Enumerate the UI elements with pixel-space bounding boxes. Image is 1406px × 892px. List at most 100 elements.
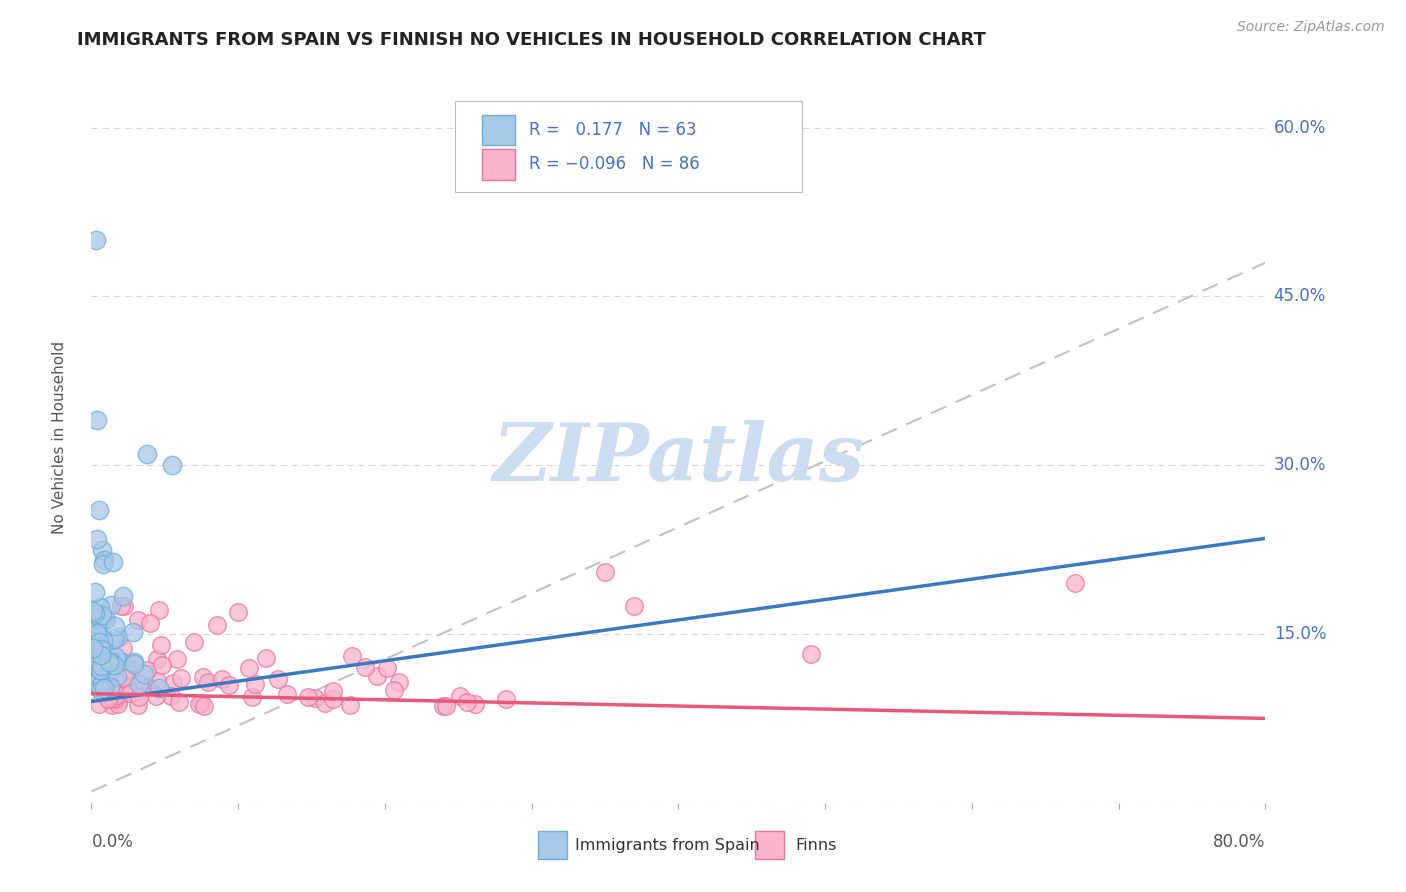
- Point: [82, 649, 104, 664]
- Point: [267, 672, 290, 686]
- Point: [105, 669, 128, 683]
- Point: [134, 667, 156, 681]
- Point: [122, 657, 145, 671]
- Point: [87, 637, 110, 651]
- Point: [82, 671, 104, 685]
- Point: [1063, 576, 1085, 591]
- Point: [89, 681, 111, 696]
- Point: [86, 666, 108, 681]
- Point: [593, 565, 616, 579]
- Text: 0.0%: 0.0%: [91, 833, 134, 851]
- Point: [191, 670, 214, 684]
- Point: [94, 659, 117, 673]
- Y-axis label: No Vehicles in Household: No Vehicles in Household: [52, 341, 67, 533]
- Point: [623, 599, 645, 613]
- Text: R = −0.096   N = 86: R = −0.096 N = 86: [529, 155, 700, 173]
- Point: [314, 696, 336, 710]
- Point: [89, 611, 111, 625]
- Point: [108, 655, 131, 669]
- Point: [90, 642, 112, 657]
- Point: [112, 599, 135, 613]
- FancyBboxPatch shape: [482, 149, 515, 179]
- Point: [322, 683, 344, 698]
- Point: [101, 555, 124, 569]
- Point: [128, 676, 150, 690]
- FancyBboxPatch shape: [755, 831, 785, 859]
- Point: [87, 637, 110, 651]
- Point: [107, 630, 129, 644]
- Point: [84, 623, 107, 637]
- Point: [91, 632, 114, 647]
- Point: [101, 698, 124, 713]
- Point: [83, 606, 105, 620]
- Text: R =   0.177   N = 63: R = 0.177 N = 63: [529, 121, 697, 139]
- Point: [100, 599, 122, 613]
- Point: [90, 672, 112, 686]
- Point: [87, 665, 110, 680]
- Text: 15.0%: 15.0%: [1274, 625, 1326, 643]
- Point: [188, 697, 211, 711]
- Point: [89, 664, 111, 678]
- Point: [93, 552, 115, 566]
- Point: [193, 698, 215, 713]
- Point: [205, 618, 228, 632]
- Point: [136, 447, 159, 461]
- Point: [104, 692, 127, 706]
- FancyBboxPatch shape: [456, 101, 801, 192]
- Point: [150, 657, 173, 672]
- Point: [340, 649, 363, 664]
- Point: [122, 655, 145, 669]
- Point: [87, 635, 110, 649]
- Point: [91, 637, 114, 651]
- Point: [297, 690, 319, 704]
- Point: [169, 695, 191, 709]
- Point: [103, 632, 125, 646]
- Point: [464, 697, 486, 711]
- Point: [197, 674, 219, 689]
- Point: [245, 677, 267, 691]
- Point: [87, 503, 110, 517]
- Point: [118, 674, 141, 689]
- Point: [91, 615, 114, 630]
- Point: [432, 698, 454, 713]
- Point: [120, 685, 142, 699]
- Point: [170, 671, 193, 685]
- FancyBboxPatch shape: [537, 831, 567, 859]
- Point: [238, 661, 260, 675]
- Point: [128, 677, 150, 691]
- Point: [128, 690, 150, 705]
- Point: [103, 658, 125, 673]
- Point: [218, 678, 240, 692]
- Point: [82, 677, 104, 691]
- Point: [110, 599, 132, 613]
- Point: [82, 665, 104, 679]
- Point: [105, 688, 128, 702]
- Point: [91, 558, 114, 572]
- Text: 45.0%: 45.0%: [1274, 287, 1326, 305]
- Point: [382, 682, 405, 697]
- Point: [160, 458, 183, 473]
- Point: [90, 682, 112, 697]
- Point: [87, 697, 110, 711]
- Point: [127, 613, 149, 627]
- Point: [98, 655, 121, 669]
- Point: [107, 694, 129, 708]
- Text: Finns: Finns: [796, 838, 837, 853]
- Point: [90, 658, 112, 673]
- Text: 60.0%: 60.0%: [1274, 119, 1326, 136]
- Point: [211, 673, 233, 687]
- Point: [114, 671, 136, 685]
- Point: [98, 680, 121, 694]
- Point: [87, 667, 110, 681]
- Point: [121, 685, 143, 699]
- Point: [91, 607, 114, 622]
- Point: [366, 669, 388, 683]
- Point: [91, 653, 114, 667]
- Point: [117, 662, 139, 676]
- Point: [91, 676, 114, 690]
- Point: [94, 666, 117, 681]
- Point: [104, 650, 127, 665]
- Point: [339, 698, 361, 713]
- Point: [107, 698, 129, 712]
- Point: [86, 533, 108, 547]
